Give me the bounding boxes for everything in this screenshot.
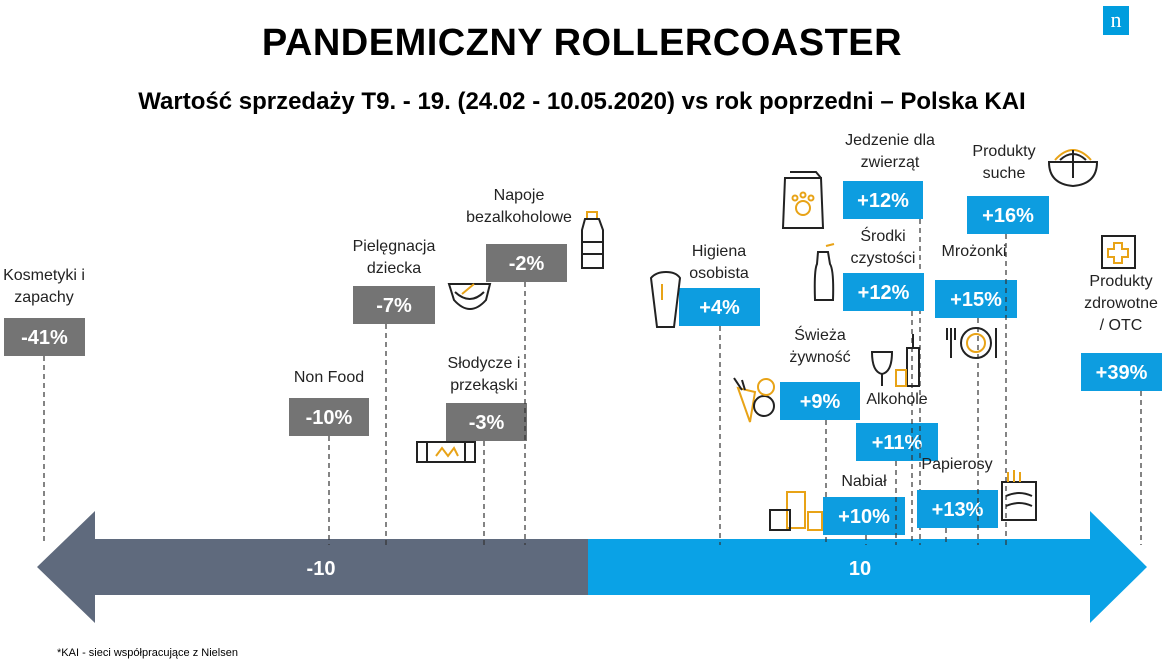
pharmacy-icon — [1101, 235, 1136, 269]
water-bottle-icon — [581, 211, 604, 269]
value-label: +9% — [800, 391, 841, 413]
nielsen-logo-icon: n — [1103, 6, 1129, 35]
axis-tick-label-negative: -10 — [307, 558, 336, 580]
category-marker: +12% Jedzenie dla zwierząt — [843, 132, 935, 545]
category-label: Jedzenie dla zwierząt — [845, 132, 935, 171]
category-marker: +11% Alkohole — [856, 391, 938, 545]
category-marker: -3% Słodycze i przekąski — [446, 355, 527, 545]
value-box — [1081, 353, 1162, 391]
category-label: Kosmetyki i zapachy — [3, 267, 85, 306]
value-box — [843, 181, 923, 219]
diaper-icon — [447, 283, 492, 310]
pet-food-icon — [781, 171, 825, 229]
value-box — [679, 288, 760, 326]
category-label: Napoje bezalkoholowe — [466, 187, 572, 226]
value-label: -41% — [21, 327, 68, 349]
value-label: +12% — [857, 190, 909, 212]
category-label: Słodycze i przekąski — [448, 355, 521, 394]
category-label: Produkty zdrowotne / OTC — [1084, 273, 1158, 334]
value-label: -3% — [469, 412, 505, 434]
category-marker: -2% Napoje bezalkoholowe — [466, 187, 572, 545]
category-label: Pielęgnacja dziecka — [353, 238, 436, 277]
pasta-bowl-icon — [1047, 149, 1099, 188]
value-label: +39% — [1096, 362, 1148, 384]
category-label: Non Food — [294, 369, 364, 386]
page-subtitle: Wartość sprzedaży T9. - 19. (24.02 - 10.… — [138, 88, 1026, 115]
cigarettes-icon — [1001, 470, 1037, 521]
frozen-plate-icon — [946, 327, 997, 359]
value-box — [4, 318, 85, 356]
footnote: *KAI - sieci współpracujące z Nielsen — [57, 647, 238, 659]
axis-tick-label-positive: 10 — [849, 558, 871, 580]
candy-bar-icon — [416, 441, 476, 463]
negative-arrow — [37, 511, 588, 623]
value-box — [289, 398, 369, 436]
value-box — [353, 286, 435, 324]
category-marker: +39% Produkty zdrowotne / OTC — [1081, 273, 1162, 545]
value-box — [917, 490, 998, 528]
category-marker: +10% Nabiał — [823, 473, 905, 545]
category-label: Higiena osobista — [689, 243, 749, 282]
lotion-bottle-icon — [649, 270, 682, 328]
category-marker: +4% Higiena osobista — [679, 243, 760, 545]
category-label: Mrożonki — [942, 243, 1007, 260]
category-label: Alkohole — [866, 391, 927, 408]
value-label: -2% — [509, 253, 545, 275]
category-marker: -7% Pielęgnacja dziecka — [353, 238, 436, 545]
value-label: +12% — [858, 282, 910, 304]
page-title: PANDEMICZNY ROLLERCOASTER — [261, 22, 903, 64]
category-marker: +13% Papierosy — [917, 456, 998, 545]
value-box — [843, 273, 924, 311]
value-label: +11% — [872, 432, 923, 454]
cleaning-bottle-icon — [813, 243, 835, 301]
value-box — [780, 382, 860, 420]
value-label: -7% — [376, 295, 412, 317]
wine-glass-icon — [870, 334, 920, 387]
value-label: +10% — [838, 506, 890, 528]
positive-arrow — [588, 511, 1147, 623]
value-label: +13% — [932, 499, 984, 521]
vegetables-icon — [733, 377, 775, 423]
value-box — [967, 196, 1049, 234]
category-label: Świeża żywność — [789, 325, 850, 366]
value-box — [486, 244, 567, 282]
category-marker: -10% Non Food — [289, 369, 369, 545]
value-box — [935, 280, 1017, 318]
value-label: +4% — [699, 297, 740, 319]
category-marker: +9% Świeża żywność — [780, 325, 860, 545]
category-marker: -41% Kosmetyki i zapachy — [3, 267, 85, 545]
dairy-icon — [769, 491, 823, 531]
category-label: Produkty suche — [972, 143, 1035, 182]
category-marker: +15% Mrożonki — [935, 243, 1017, 545]
value-label: +15% — [950, 289, 1002, 311]
value-label: -10% — [306, 407, 353, 429]
category-marker: +16% Produkty suche — [967, 143, 1049, 545]
value-label: +16% — [982, 205, 1034, 227]
category-label: Środki czystości — [851, 226, 916, 267]
category-label: Papierosy — [921, 456, 992, 473]
category-label: Nabiał — [841, 473, 887, 490]
value-box — [823, 497, 905, 535]
value-box — [446, 403, 527, 441]
value-box — [856, 423, 938, 461]
category-marker: +12% Środki czystości — [843, 226, 924, 545]
